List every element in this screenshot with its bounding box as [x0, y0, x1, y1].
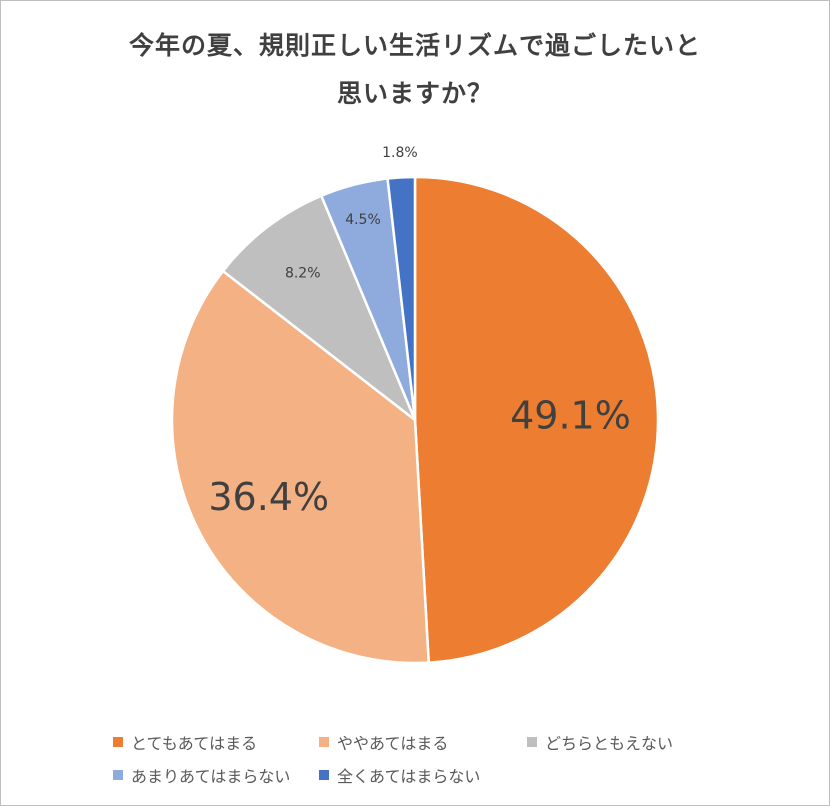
legend-row-2: あまりあてはまらない 全くあてはまらない	[0, 763, 830, 787]
legend-label-4: 全くあてはまらない	[337, 767, 481, 786]
data-label-4: 1.8%	[382, 145, 418, 161]
legend-item-0: とてもあてはまる	[113, 730, 257, 754]
legend-item-4: 全くあてはまらない	[319, 763, 480, 787]
legend-label-2: どちらともえない	[545, 734, 674, 753]
data-label-3: 4.5%	[345, 212, 381, 228]
legend-label-1: ややあてはまる	[337, 734, 449, 753]
legend-swatch-4	[319, 770, 329, 780]
pie-slice-4	[386, 175, 417, 422]
legend-label-3: あまりあてはまらない	[131, 767, 291, 786]
legend-swatch-0	[113, 737, 123, 747]
pie-slice-0	[413, 175, 660, 664]
chart-title-line-2: 思いますか？	[336, 79, 493, 108]
legend-swatch-3	[113, 770, 123, 780]
legend-swatch-2	[527, 737, 537, 747]
chart-title-line-1: 今年の夏、規則正しい生活リズムで過ごしたいと	[128, 31, 701, 60]
pie-slice-1	[170, 269, 430, 665]
data-label-1: 36.4%	[208, 475, 329, 519]
legend-item-2: どちらともえない	[527, 730, 673, 754]
legend-row-1: とてもあてはまる ややあてはまる どちらともえない	[0, 730, 830, 754]
legend-item-3: あまりあてはまらない	[113, 763, 290, 787]
data-label-2: 8.2%	[285, 265, 321, 281]
pie-slice-2	[221, 194, 417, 422]
data-label-0: 49.1%	[510, 394, 631, 438]
chart-title: 今年の夏、規則正しい生活リズムで過ごしたいと 思いますか？	[0, 22, 830, 118]
legend-item-1: ややあてはまる	[319, 730, 448, 754]
legend-swatch-1	[319, 737, 329, 747]
legend-label-0: とてもあてはまる	[131, 734, 258, 753]
